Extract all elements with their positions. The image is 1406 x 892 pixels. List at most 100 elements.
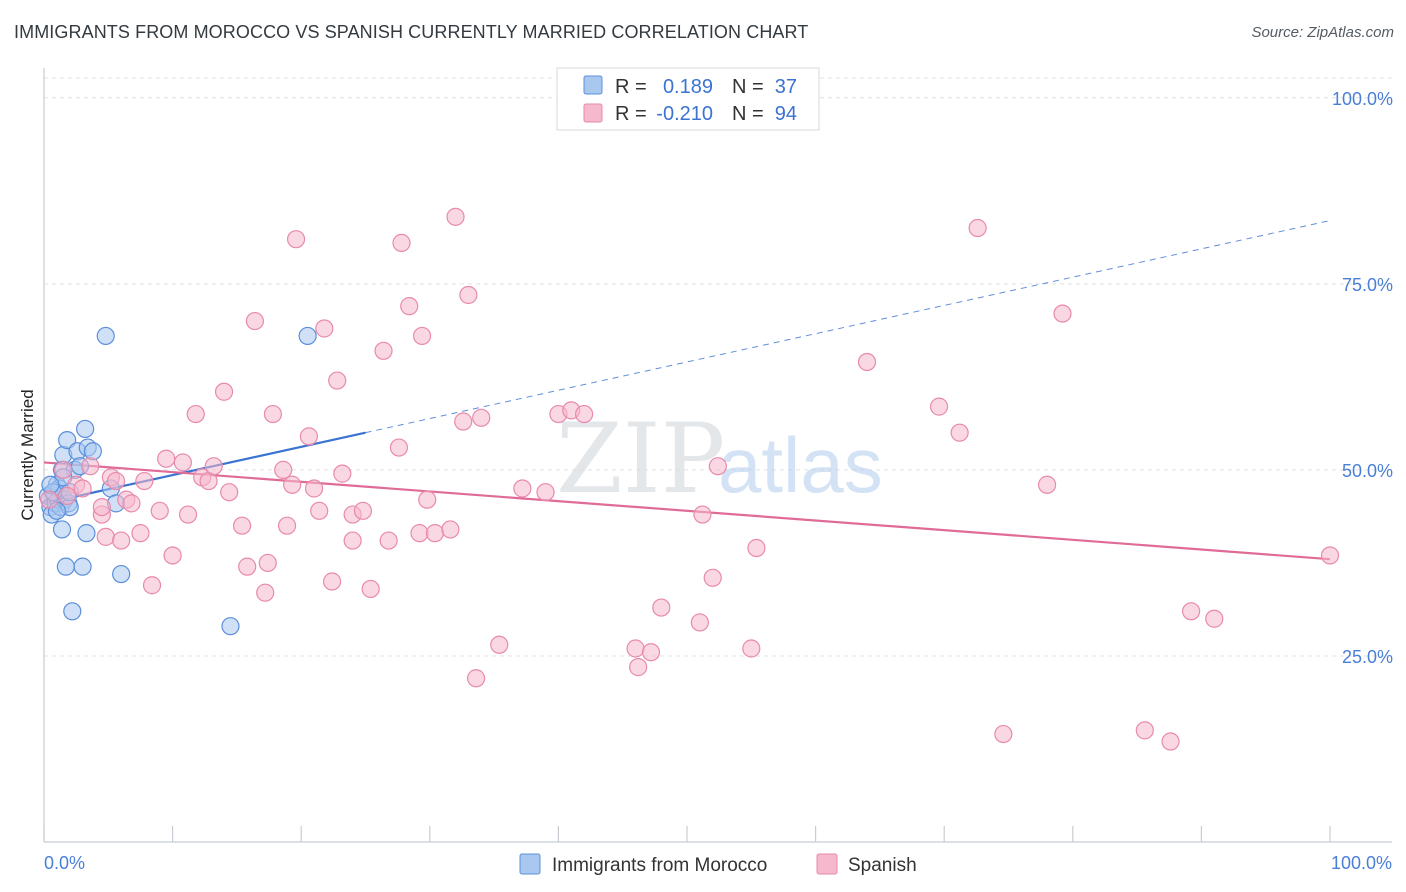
morocco-point-20 bbox=[73, 557, 92, 576]
spanish-point-37 bbox=[310, 501, 329, 520]
spanish-point-91 bbox=[92, 497, 111, 517]
spanish-point-26 bbox=[238, 557, 257, 576]
x-tick-label-max: 100.0% bbox=[1331, 853, 1392, 873]
spanish-point-48 bbox=[389, 438, 409, 457]
spanish-point-54 bbox=[425, 524, 445, 543]
morocco-point-29 bbox=[77, 524, 96, 543]
spanish-point-0 bbox=[40, 490, 59, 509]
series-spanish-points bbox=[40, 207, 1340, 751]
spanish-point-22 bbox=[204, 457, 223, 476]
spanish-point-4 bbox=[81, 457, 100, 476]
spanish-point-44 bbox=[353, 501, 373, 520]
spanish-point-31 bbox=[274, 460, 293, 479]
spanish-point-19 bbox=[186, 404, 205, 424]
spanish-point-24 bbox=[220, 483, 239, 502]
spanish-point-83 bbox=[1053, 304, 1072, 323]
bottom-legend-label-spanish: Spanish bbox=[848, 855, 917, 876]
spanish-point-82 bbox=[1037, 475, 1057, 494]
morocco-point-23 bbox=[83, 442, 102, 461]
y-tick-label-25: 25.0% bbox=[1342, 647, 1393, 667]
spanish-point-75 bbox=[742, 639, 761, 658]
morocco-point-34 bbox=[221, 617, 240, 636]
spanish-point-56 bbox=[446, 207, 465, 226]
spanish-point-3 bbox=[73, 479, 92, 498]
spanish-point-17 bbox=[173, 453, 192, 472]
spanish-point-23 bbox=[214, 382, 234, 401]
spanish-point-63 bbox=[536, 483, 555, 502]
legend-r-label-2: R = bbox=[615, 103, 647, 125]
spanish-point-11 bbox=[131, 524, 150, 543]
spanish-point-55 bbox=[441, 520, 460, 539]
spanish-point-13 bbox=[142, 576, 162, 595]
spanish-point-41 bbox=[333, 464, 352, 483]
spanish-point-15 bbox=[157, 449, 176, 468]
legend-n-value-2: 94 bbox=[775, 103, 797, 125]
spanish-point-84 bbox=[1135, 721, 1154, 740]
spanish-point-90 bbox=[58, 486, 77, 506]
spanish-point-78 bbox=[929, 397, 949, 416]
spanish-point-66 bbox=[575, 404, 594, 424]
spanish-point-67 bbox=[626, 639, 645, 658]
y-tick-label-50: 50.0% bbox=[1342, 461, 1393, 481]
legend-swatch-morocco bbox=[583, 75, 603, 95]
spanish-point-28 bbox=[256, 583, 275, 602]
legend-n-value-1: 37 bbox=[775, 76, 797, 98]
spanish-point-8 bbox=[106, 471, 126, 491]
legend-swatch-spanish bbox=[583, 103, 603, 123]
spanish-point-71 bbox=[690, 613, 709, 632]
spanish-point-58 bbox=[459, 285, 478, 305]
spanish-point-73 bbox=[703, 568, 722, 587]
morocco-point-13 bbox=[58, 431, 77, 450]
spanish-point-35 bbox=[299, 427, 319, 446]
chart-source: Source: ZipAtlas.com bbox=[1251, 24, 1394, 41]
spanish-point-10 bbox=[122, 494, 141, 513]
spanish-point-18 bbox=[178, 505, 198, 524]
spanish-point-70 bbox=[652, 598, 671, 617]
morocco-point-27 bbox=[112, 564, 131, 584]
legend-r-value-2: -0.210 bbox=[656, 103, 713, 125]
spanish-point-53 bbox=[418, 490, 437, 509]
legend-r-label-1: R = bbox=[615, 76, 647, 98]
spanish-point-32 bbox=[277, 516, 297, 535]
spanish-point-60 bbox=[472, 408, 491, 427]
spanish-point-77 bbox=[857, 352, 877, 372]
spanish-point-45 bbox=[361, 579, 380, 599]
spanish-point-46 bbox=[374, 341, 393, 360]
spanish-point-62 bbox=[513, 479, 532, 498]
morocco-point-16 bbox=[63, 602, 82, 621]
trend-line-morocco-extension bbox=[365, 220, 1331, 434]
spanish-point-36 bbox=[304, 479, 324, 498]
spanish-point-51 bbox=[410, 524, 429, 543]
spanish-point-87 bbox=[1205, 609, 1224, 628]
legend: R = 0.189 N = 37 R = -0.210 N = 94 bbox=[556, 67, 820, 131]
spanish-point-39 bbox=[322, 572, 342, 591]
y-tick-label-100: 100.0% bbox=[1332, 89, 1393, 109]
spanish-point-14 bbox=[150, 501, 169, 520]
bottom-legend-swatch-morocco bbox=[519, 853, 541, 875]
legend-n-label-2: N = bbox=[732, 103, 764, 125]
spanish-point-80 bbox=[968, 218, 987, 238]
morocco-point-12 bbox=[56, 557, 75, 576]
spanish-point-72 bbox=[693, 505, 712, 524]
spanish-point-38 bbox=[315, 319, 334, 338]
watermark-atlas: atlas bbox=[718, 421, 883, 509]
spanish-point-52 bbox=[412, 326, 432, 346]
spanish-point-88 bbox=[1320, 546, 1340, 565]
spanish-point-27 bbox=[245, 311, 265, 331]
morocco-point-35 bbox=[298, 326, 317, 346]
morocco-point-28 bbox=[52, 520, 72, 539]
spanish-point-12 bbox=[135, 471, 154, 491]
spanish-point-68 bbox=[629, 658, 648, 677]
bottom-legend-label-morocco: Immigrants from Morocco bbox=[552, 855, 767, 876]
spanish-point-42 bbox=[343, 531, 362, 550]
spanish-point-47 bbox=[379, 531, 398, 550]
spanish-point-25 bbox=[232, 516, 252, 535]
spanish-point-30 bbox=[263, 404, 283, 424]
legend-r-value-1: 0.189 bbox=[663, 76, 713, 98]
spanish-point-34 bbox=[286, 230, 306, 249]
spanish-point-6 bbox=[96, 527, 115, 546]
spanish-point-79 bbox=[950, 423, 969, 442]
spanish-point-89 bbox=[112, 531, 131, 550]
spanish-point-86 bbox=[1182, 602, 1201, 621]
legend-n-label-1: N = bbox=[732, 76, 764, 98]
